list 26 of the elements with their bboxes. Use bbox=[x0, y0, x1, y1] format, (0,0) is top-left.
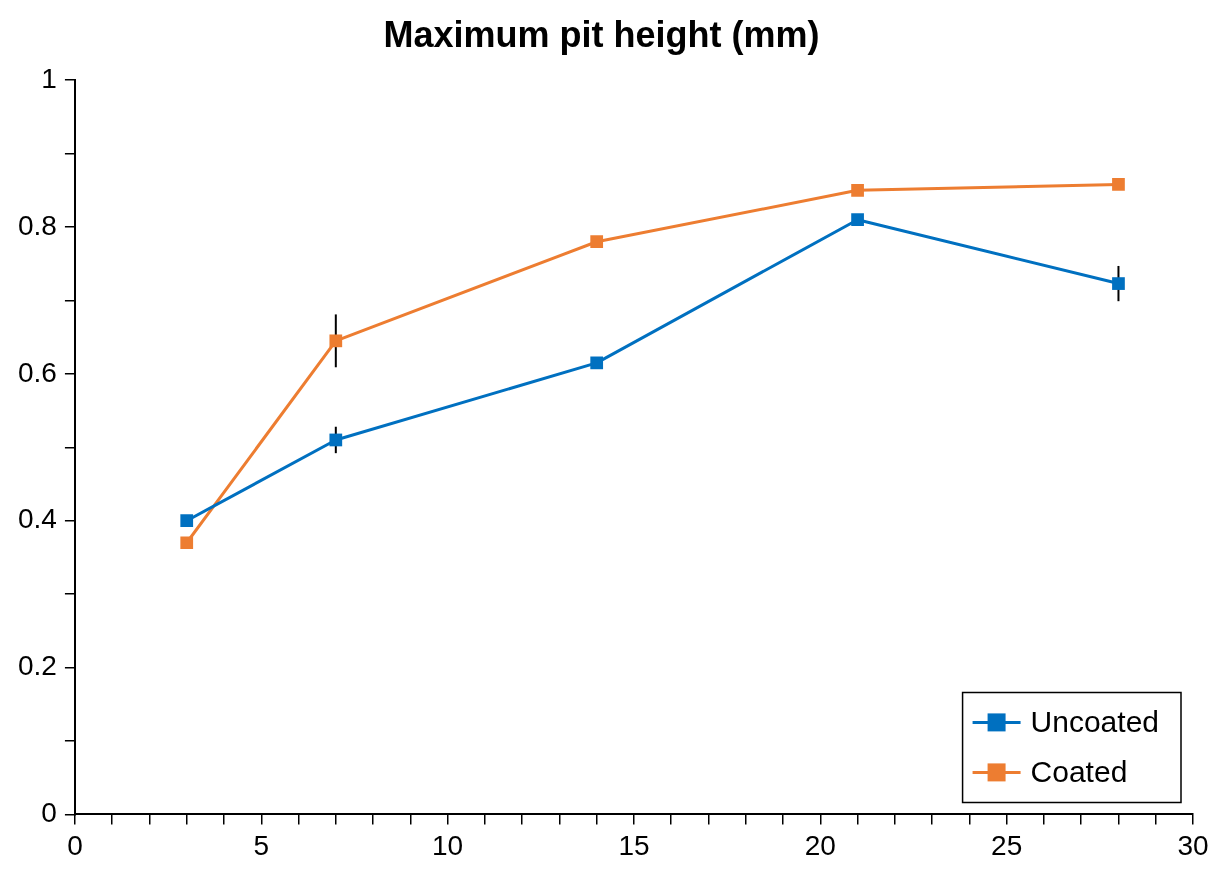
point bbox=[1112, 178, 1125, 191]
point bbox=[590, 235, 604, 249]
x-tick-label: 5 bbox=[253, 829, 270, 861]
x-tick-label: 10 bbox=[432, 829, 464, 861]
x-tick-label: 20 bbox=[804, 829, 836, 861]
point bbox=[851, 183, 864, 197]
x-tick-label: 25 bbox=[991, 829, 1023, 861]
point bbox=[590, 356, 604, 370]
y-tick-label: 0.6 bbox=[17, 356, 57, 388]
x-tick-label: 30 bbox=[1177, 829, 1209, 861]
legend-label: Coated bbox=[1030, 754, 1128, 788]
chart-title: Maximum pit height (mm) bbox=[383, 13, 820, 55]
point bbox=[1112, 277, 1125, 290]
x-tick-label: 15 bbox=[618, 829, 650, 861]
y-tick-label: 0.4 bbox=[17, 503, 57, 535]
point bbox=[851, 213, 864, 227]
y-tick-label: 0.2 bbox=[17, 650, 57, 682]
x-tick-label: 0 bbox=[67, 829, 83, 861]
point bbox=[180, 514, 194, 528]
y-tick-label: 0.8 bbox=[17, 209, 57, 241]
point bbox=[180, 536, 194, 550]
y-tick-label: 0 bbox=[41, 797, 57, 829]
point bbox=[329, 334, 343, 348]
y-tick-label: 1 bbox=[41, 62, 57, 94]
legend-label: Uncoated bbox=[1030, 704, 1160, 738]
point bbox=[329, 433, 343, 447]
